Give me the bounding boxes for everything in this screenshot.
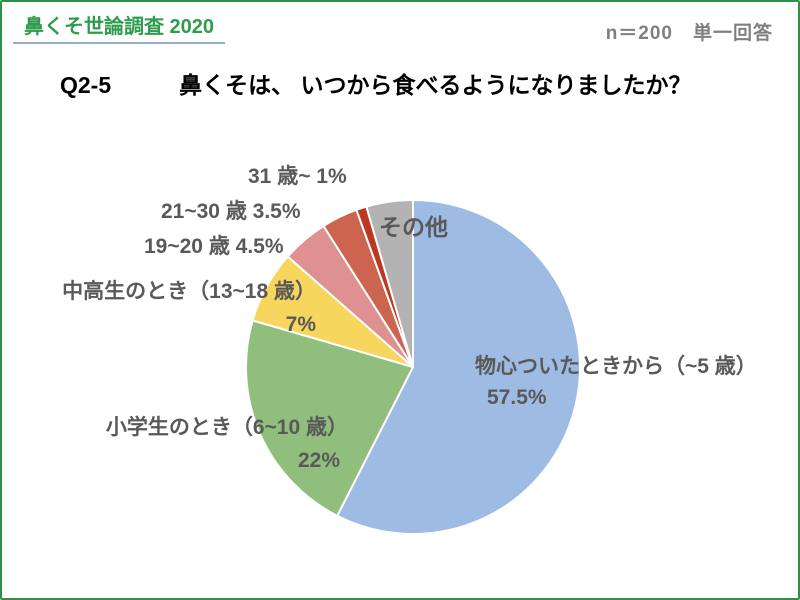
question-number: Q2-5 [60, 72, 112, 98]
pie-label-under5: 物心ついたときから（~5 歳） 57.5% [475, 351, 757, 413]
pie-label-6-10-text: 小学生のとき（6~10 歳） [105, 416, 348, 439]
pie-slice-0 [336, 199, 581, 535]
question-line: Q2-5 鼻くそは、 いつから食べるようになりましたか？ [60, 66, 692, 100]
pie-slice-6 [365, 199, 414, 368]
pie-label-21-30: 21~30 歳 3.5% [161, 200, 301, 223]
pie-label-13-18-text: 中高生のとき（13~18 歳） [62, 280, 316, 303]
pie-label-under5-text: 物心ついたときから（~5 歳） [475, 355, 757, 378]
pie-slice-1 [245, 319, 414, 517]
pie-chart [245, 199, 581, 535]
pie-label-other: その他 [379, 214, 448, 240]
pie-label-under5-percent: 57.5% [487, 386, 547, 409]
page-title: 鼻くそ世論調査 2020 [24, 16, 215, 38]
pie-label-6-10-percent: 22% [297, 449, 340, 472]
question-text: 鼻くそは、 いつから食べるようになりましたか？ [179, 72, 692, 98]
pie-label-13-18: 中高生のとき（13~18 歳） 7% [38, 275, 316, 341]
title-underline [13, 42, 225, 44]
pie-label-31plus: 31 歳~ 1% [248, 165, 347, 188]
pie-label-19-20: 19~20 歳 4.5% [144, 235, 284, 258]
pie-label-13-18-percent: 7% [285, 313, 316, 336]
sample-size-label: n＝200 単一回答 [605, 23, 773, 44]
pie-label-6-10: 小学生のとき（6~10 歳） 22% [92, 411, 348, 477]
